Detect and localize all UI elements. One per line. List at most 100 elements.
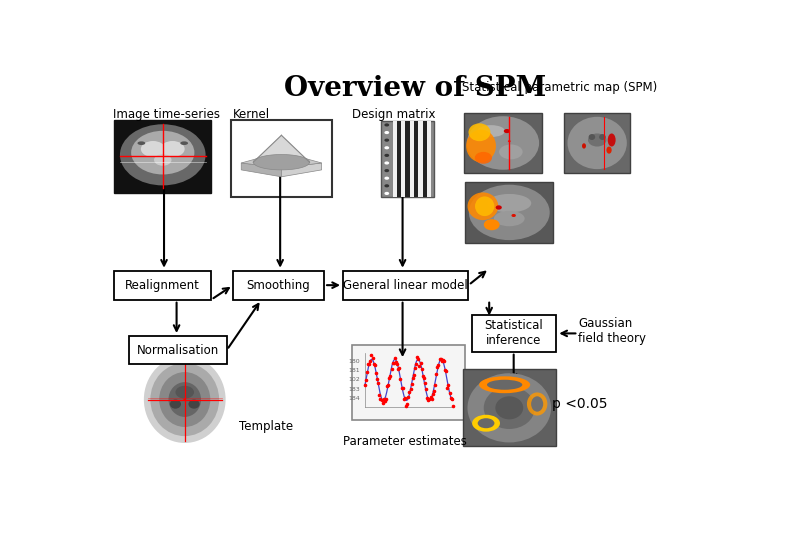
Point [413,361,426,370]
Point [446,395,458,403]
Bar [418,121,423,197]
Ellipse shape [154,154,172,166]
Ellipse shape [499,145,522,159]
Point [417,374,430,383]
Bar [464,113,542,173]
Point [366,354,379,362]
Point [384,372,397,381]
Point [380,395,393,403]
Ellipse shape [141,141,165,157]
Point [426,389,439,398]
Point [394,375,407,383]
Ellipse shape [527,393,548,415]
Text: p <0.05: p <0.05 [552,397,608,411]
Ellipse shape [588,133,607,146]
Point [420,385,433,394]
Point [399,394,411,402]
Text: Smoothing: Smoothing [247,279,310,292]
Point [395,383,408,392]
Ellipse shape [472,415,500,431]
Point [423,395,436,404]
Point [393,363,406,372]
Circle shape [385,131,389,134]
Ellipse shape [504,129,510,133]
Bar [231,120,331,197]
Circle shape [385,192,389,195]
Circle shape [385,169,389,172]
Bar [463,369,556,446]
Point [410,359,423,368]
Ellipse shape [170,400,181,409]
Point [437,356,450,365]
Ellipse shape [131,131,194,174]
Point [429,369,442,378]
Bar [406,121,410,197]
Point [439,365,452,374]
Point [381,382,394,391]
Ellipse shape [475,197,494,216]
Circle shape [183,399,186,401]
Polygon shape [254,136,309,170]
Point [370,374,383,383]
Bar [114,120,211,193]
Point [416,372,429,380]
Ellipse shape [144,356,226,443]
Ellipse shape [181,141,188,145]
Point [408,364,421,373]
Text: 180: 180 [348,359,360,363]
Ellipse shape [160,372,211,427]
Text: 102: 102 [348,377,360,382]
Point [428,381,441,390]
Point [443,388,456,397]
Point [385,364,398,373]
Bar [465,181,553,243]
Circle shape [508,140,510,142]
Ellipse shape [469,185,550,240]
Circle shape [385,139,389,142]
Polygon shape [281,163,322,177]
Point [420,394,433,403]
Point [358,380,371,389]
Ellipse shape [589,134,595,140]
Point [389,354,402,363]
Ellipse shape [496,396,523,420]
Ellipse shape [468,123,491,141]
Point [431,362,444,371]
Circle shape [385,177,389,180]
Point [424,393,437,401]
Point [432,361,445,370]
Point [365,351,378,360]
Circle shape [385,161,389,165]
Bar [423,121,427,197]
Point [442,381,455,389]
Ellipse shape [484,219,500,230]
Ellipse shape [607,146,612,154]
Point [419,379,432,388]
Point [382,381,394,390]
Point [433,355,446,363]
Ellipse shape [466,130,496,163]
Text: Kernel: Kernel [233,108,271,121]
Bar [393,121,397,197]
FancyBboxPatch shape [343,272,468,300]
Bar [397,121,401,197]
Point [387,359,400,368]
Point [444,394,457,402]
Text: Parameter estimates: Parameter estimates [343,435,467,448]
Ellipse shape [467,373,551,442]
Text: General linear model: General linear model [343,279,468,292]
Point [403,388,416,396]
Point [425,394,438,403]
Circle shape [385,154,389,157]
Point [441,384,454,393]
Text: Design matrix: Design matrix [352,108,436,121]
Ellipse shape [599,134,606,140]
Ellipse shape [484,387,535,429]
FancyBboxPatch shape [113,272,211,300]
Ellipse shape [496,205,502,210]
Point [377,395,390,404]
Polygon shape [241,163,281,177]
Point [411,354,424,363]
Point [369,368,382,377]
Ellipse shape [487,380,522,390]
